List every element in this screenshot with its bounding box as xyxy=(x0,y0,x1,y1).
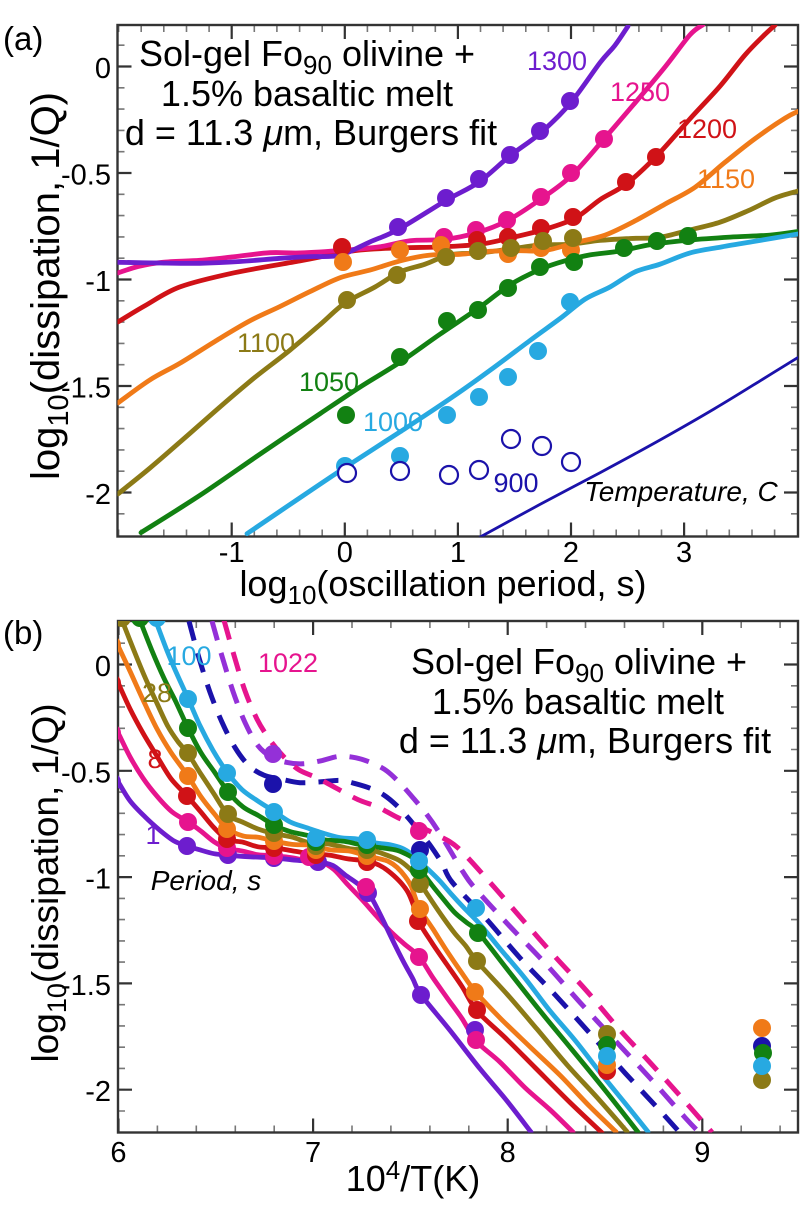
svg-text:1100: 1100 xyxy=(237,328,295,358)
svg-text:7: 7 xyxy=(305,1137,321,1169)
svg-text:Temperature, C: Temperature, C xyxy=(584,476,778,507)
svg-text:1: 1 xyxy=(145,820,160,850)
svg-text:1.5% basaltic melt: 1.5% basaltic melt xyxy=(161,73,453,114)
svg-text:1050: 1050 xyxy=(299,367,359,397)
svg-text:1200: 1200 xyxy=(677,114,737,144)
svg-text:8: 8 xyxy=(500,1137,516,1169)
svg-text:1022: 1022 xyxy=(258,648,318,678)
svg-text:-1: -1 xyxy=(219,537,245,569)
svg-text:d = 11.3 μm, Burgers fit: d = 11.3 μm, Burgers fit xyxy=(125,112,497,153)
svg-text:Sol-gel Fo90 olivine +: Sol-gel Fo90 olivine + xyxy=(139,33,475,80)
svg-text:-1.5: -1.5 xyxy=(61,970,111,1002)
svg-text:8: 8 xyxy=(147,744,162,774)
svg-text:100: 100 xyxy=(166,641,211,671)
svg-text:0: 0 xyxy=(95,53,111,85)
svg-text:900: 900 xyxy=(493,468,538,498)
svg-text:1150: 1150 xyxy=(697,164,755,194)
svg-text:-1.5: -1.5 xyxy=(61,373,111,405)
svg-text:9: 9 xyxy=(694,1137,710,1169)
svg-text:1300: 1300 xyxy=(527,46,587,76)
svg-text:1: 1 xyxy=(450,537,466,569)
svg-text:-2: -2 xyxy=(85,479,111,511)
svg-text:-1: -1 xyxy=(85,266,111,298)
svg-text:d = 11.3 μm, Burgers fit: d = 11.3 μm, Burgers fit xyxy=(399,720,771,761)
svg-text:0: 0 xyxy=(95,651,111,683)
svg-text:-2: -2 xyxy=(85,1076,111,1108)
svg-text:(b): (b) xyxy=(3,614,43,651)
svg-text:-0.5: -0.5 xyxy=(61,160,111,192)
svg-text:log10(oscillation period, s): log10(oscillation period, s) xyxy=(239,563,646,610)
svg-text:1000: 1000 xyxy=(363,407,423,437)
svg-text:3: 3 xyxy=(676,537,692,569)
svg-text:1250: 1250 xyxy=(610,77,670,107)
svg-text:1.5% basaltic melt: 1.5% basaltic melt xyxy=(432,681,724,722)
svg-text:28: 28 xyxy=(142,678,172,708)
svg-text:6: 6 xyxy=(110,1137,126,1169)
svg-text:2: 2 xyxy=(563,537,579,569)
svg-text:(a): (a) xyxy=(3,20,43,57)
svg-text:-0.5: -0.5 xyxy=(61,757,111,789)
svg-text:0: 0 xyxy=(337,537,353,569)
svg-text:Period, s: Period, s xyxy=(151,865,262,896)
svg-text:-1: -1 xyxy=(85,864,111,896)
svg-text:104/T(K): 104/T(K) xyxy=(346,1155,481,1199)
